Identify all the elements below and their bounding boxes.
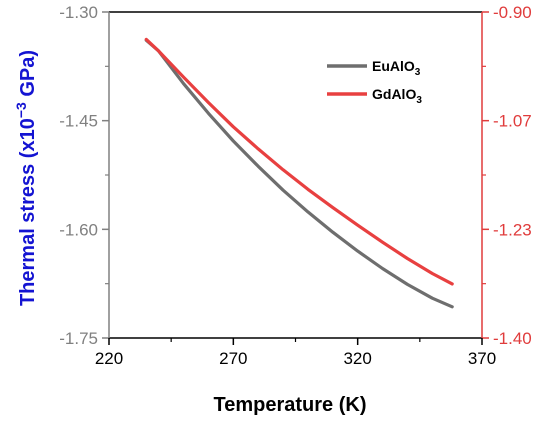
right-tick-label: -1.07: [493, 112, 532, 131]
y-axis-title: Thermal stress (x10−3 GPa): [13, 50, 39, 306]
y-axis-title-superscript: −3: [13, 102, 29, 118]
x-axis: 220 270 320 370: [95, 338, 496, 368]
x-tick-label: 220: [95, 349, 123, 368]
legend-label-subscript: 3: [416, 95, 422, 106]
left-tick-label: -1.45: [59, 112, 98, 131]
left-tick-label: -1.60: [59, 220, 98, 239]
legend-label-subscript: 3: [415, 67, 421, 78]
x-tick-label: 320: [343, 349, 371, 368]
right-tick-label: -1.23: [493, 220, 532, 239]
legend-label-base: GdAlO: [372, 86, 416, 102]
series-line-eualo3: [144, 38, 454, 309]
x-tick-label: 270: [219, 349, 247, 368]
left-tick-label: -1.30: [59, 3, 98, 22]
right-tick-label: -1.40: [493, 329, 532, 348]
x-axis-title: Temperature (K): [214, 394, 367, 416]
legend-label-base: EuAlO: [372, 58, 415, 74]
y-axis-title-main: Thermal stress (x10: [17, 118, 39, 306]
legend-label-gdalo3: GdAlO3: [372, 86, 422, 106]
right-tick-label: -0.90: [493, 3, 532, 22]
legend-label-eualo3: EuAlO3: [372, 58, 421, 78]
right-axis: -0.90 -1.07 -1.23 -1.40: [482, 3, 532, 348]
y-axis-title-tail: GPa): [17, 50, 39, 102]
plot-frame: [108, 11, 483, 339]
series-line-gdalo3: [144, 37, 454, 286]
left-tick-label: -1.75: [59, 329, 98, 348]
x-tick-label: 370: [468, 349, 496, 368]
plot-area: [144, 37, 454, 309]
left-axis: -1.30 -1.45 -1.60 -1.75: [59, 3, 109, 348]
